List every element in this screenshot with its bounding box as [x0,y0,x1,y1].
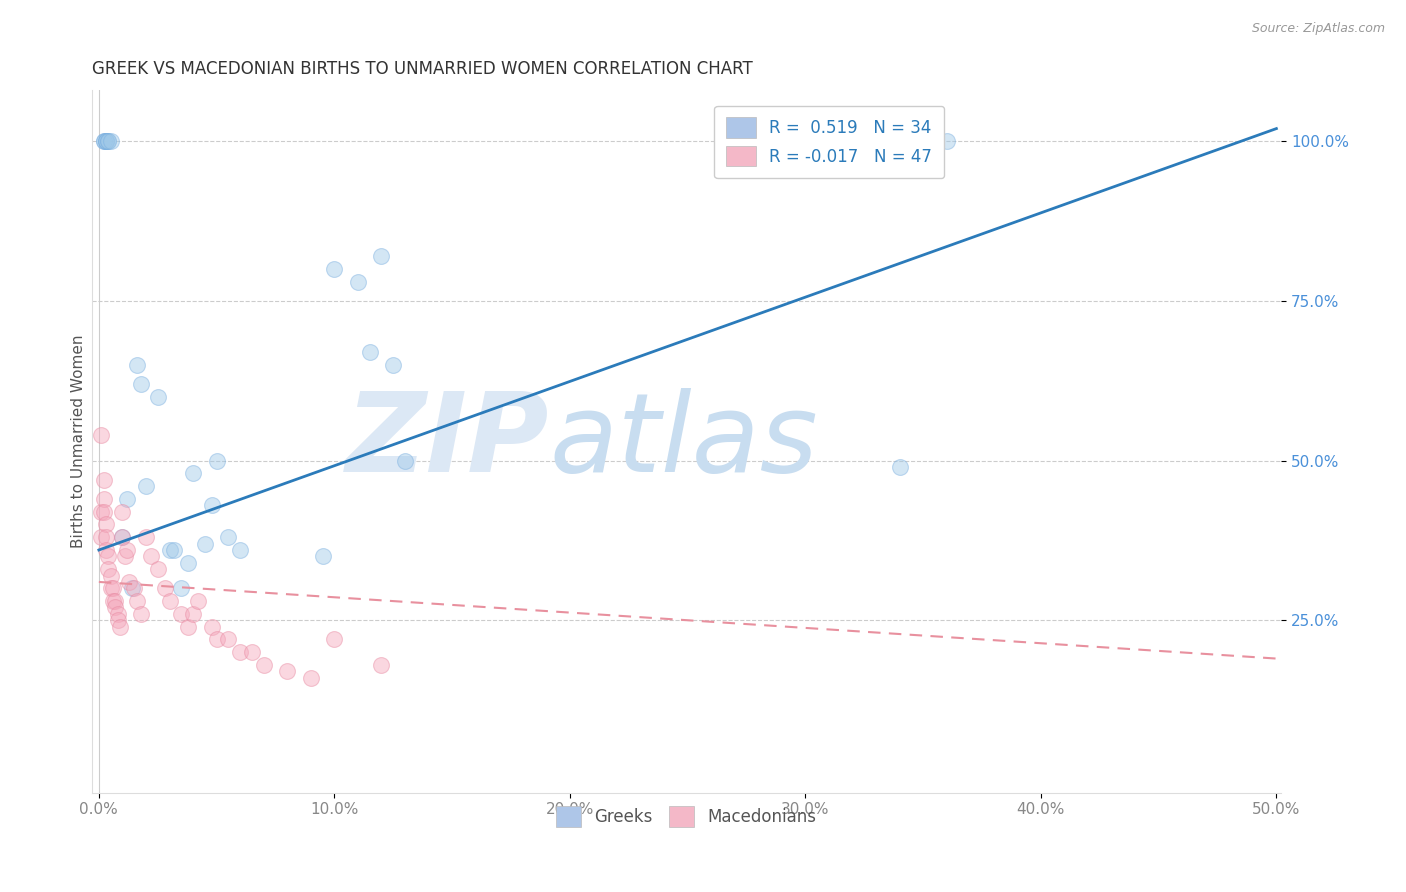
Point [107,607,129,621]
Point [347,275,370,289]
Point [108,620,131,634]
Point [177,620,200,634]
Point [181,607,204,621]
Point [370,657,392,672]
Point [181,467,204,481]
Point [125,358,148,372]
Point [146,562,169,576]
Point [125,594,148,608]
Point [93,505,115,519]
Point [139,549,162,564]
Point [217,530,239,544]
Point [111,530,134,544]
Point [311,549,333,564]
Point [101,582,124,596]
Point [170,607,193,621]
Point [121,582,143,596]
Point [97,549,120,564]
Point [115,491,138,506]
Text: Source: ZipAtlas.com: Source: ZipAtlas.com [1251,22,1385,36]
Point [94,530,117,544]
Point [129,376,152,391]
Point [135,530,157,544]
Point [135,479,157,493]
Point [240,645,263,659]
Point [122,582,145,596]
Point [97,134,120,148]
Point [90,530,112,544]
Point [97,134,120,148]
Y-axis label: Births to Unmarried Women: Births to Unmarried Women [72,334,86,549]
Point [170,582,193,596]
Point [177,556,200,570]
Point [93,473,115,487]
Point [93,134,115,148]
Legend: Greeks, Macedonians: Greeks, Macedonians [550,800,824,833]
Point [370,249,392,263]
Point [114,549,136,564]
Point [205,453,228,467]
Point [194,536,217,550]
Point [323,262,346,277]
Point [217,632,239,647]
Point [129,607,152,621]
Point [97,562,120,576]
Point [118,574,141,589]
Point [201,620,224,634]
Point [889,460,911,475]
Text: atlas: atlas [550,388,818,495]
Point [146,390,169,404]
Point [94,543,117,558]
Point [159,594,181,608]
Point [229,645,252,659]
Point [159,543,181,558]
Point [111,530,134,544]
Point [115,543,138,558]
Point [299,671,322,685]
Point [394,453,416,467]
Point [101,594,124,608]
Point [359,345,381,359]
Point [111,505,134,519]
Point [100,134,122,148]
Point [104,600,127,615]
Point [94,134,117,148]
Text: ZIP: ZIP [346,388,550,495]
Point [90,428,112,442]
Point [94,134,117,148]
Point [153,582,176,596]
Point [94,517,117,532]
Point [100,568,122,582]
Point [276,665,298,679]
Point [90,505,112,519]
Point [93,134,115,148]
Point [93,491,115,506]
Point [253,657,276,672]
Point [323,632,346,647]
Point [163,543,186,558]
Point [104,594,127,608]
Point [935,134,957,148]
Point [107,613,129,627]
Point [382,358,405,372]
Point [201,498,224,512]
Point [229,543,252,558]
Point [187,594,209,608]
Point [205,632,228,647]
Point [100,582,122,596]
Point [94,134,117,148]
Text: GREEK VS MACEDONIAN BIRTHS TO UNMARRIED WOMEN CORRELATION CHART: GREEK VS MACEDONIAN BIRTHS TO UNMARRIED … [91,60,752,78]
